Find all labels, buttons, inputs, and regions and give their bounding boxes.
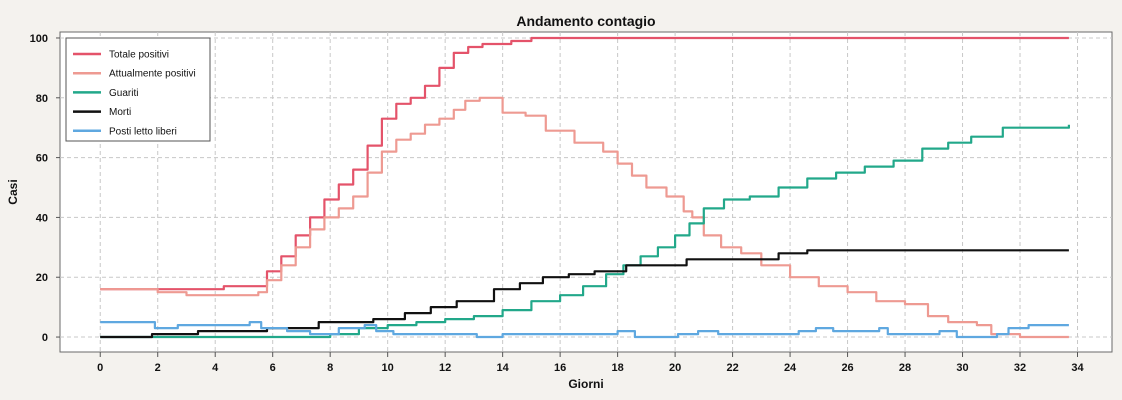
y-axis-title: Casi [6, 179, 20, 204]
legend-label: Morti [109, 107, 131, 118]
x-tick-label: 32 [1014, 362, 1026, 374]
x-tick-label: 4 [212, 362, 219, 374]
x-tick-label: 16 [554, 362, 566, 374]
series-line-3 [100, 124, 1070, 339]
x-tick-label: 0 [97, 362, 103, 374]
x-tick-label: 22 [726, 362, 738, 374]
y-tick-label: 20 [36, 272, 48, 284]
legend-label: Posti letto liberi [109, 126, 177, 137]
x-axis-title: Giorni [568, 377, 603, 391]
plot-area [59, 31, 1113, 353]
x-tick-label: 10 [382, 362, 394, 374]
y-tick-label: 100 [30, 33, 48, 45]
series-line-2 [100, 96, 1069, 339]
y-tick-label: 0 [42, 332, 48, 344]
x-tick-label: 6 [270, 362, 276, 374]
x-tick-label: 30 [956, 362, 968, 374]
y-tick-label: 80 [36, 93, 48, 105]
x-tick-label: 12 [439, 362, 451, 374]
y-tick-label: 40 [36, 212, 48, 224]
chart-title: Andamento contagio [516, 13, 655, 29]
legend: Totale positivi Attualmente positivi Guari… [65, 37, 211, 142]
series-line-5 [100, 321, 1069, 339]
series-line-4 [100, 249, 1069, 339]
series-line-1 [100, 36, 1069, 291]
x-tick-label: 26 [841, 362, 853, 374]
x-tick-label: 24 [784, 362, 797, 374]
series-lines [100, 36, 1070, 339]
x-tick-label: 20 [669, 362, 681, 374]
x-tick-label: 18 [611, 362, 623, 374]
legend-label: Attualmente positivi [109, 69, 196, 80]
x-tick-label: 14 [497, 362, 510, 374]
legend-label: Totale positivi [109, 50, 169, 61]
x-tick-label: 34 [1071, 362, 1084, 374]
legend-label: Guariti [109, 88, 138, 99]
x-tick-label: 8 [327, 362, 333, 374]
x-tick-label: 28 [899, 362, 911, 374]
x-tick-label: 2 [155, 362, 161, 374]
grid-lines [60, 32, 1112, 352]
y-tick-label: 60 [36, 153, 48, 165]
